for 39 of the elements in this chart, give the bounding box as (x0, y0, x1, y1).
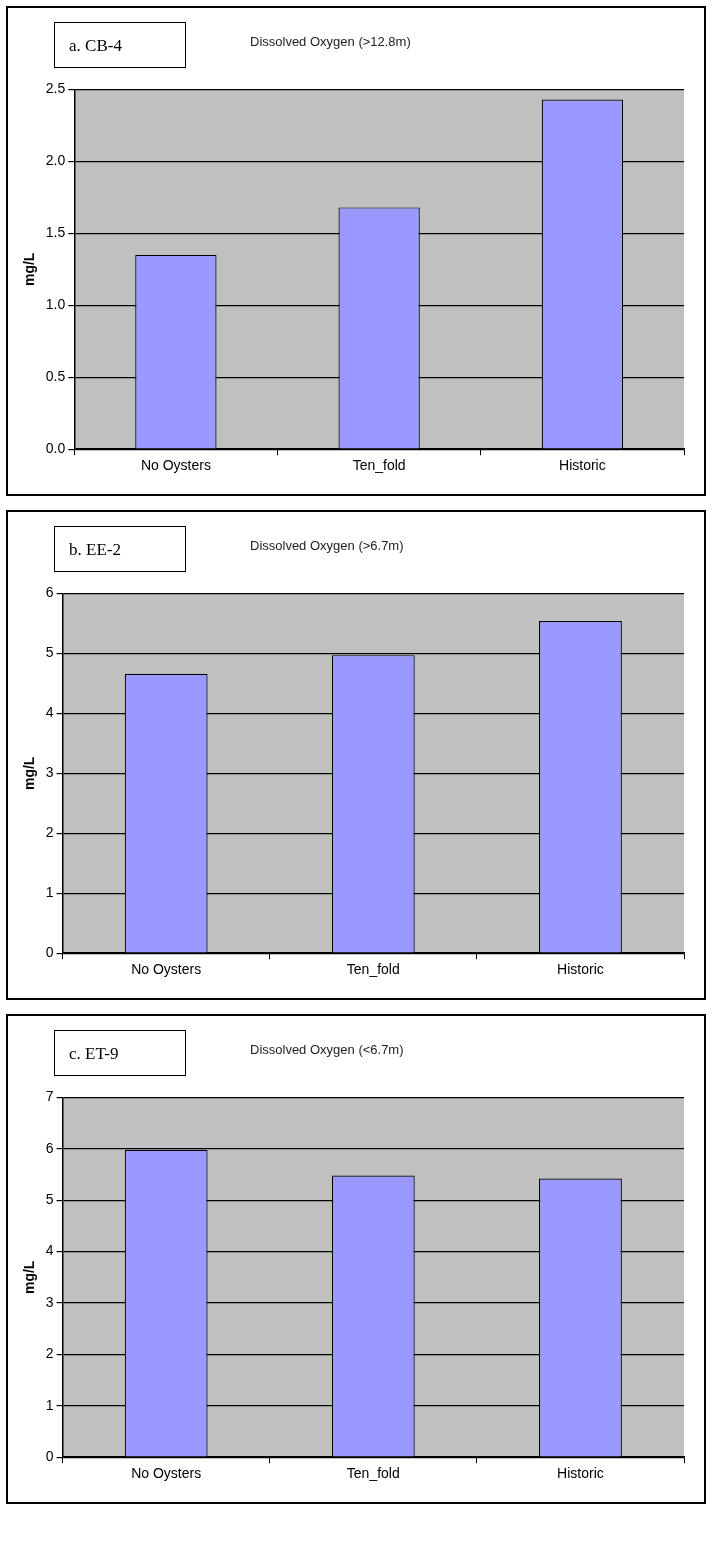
x-tick-label: Ten_fold (346, 1465, 400, 1482)
x-tick-label: Historic (559, 457, 606, 474)
y-tick-label: 0.5 (45, 368, 66, 385)
y-tick-label: 0.0 (45, 440, 66, 457)
x-tick-label: Historic (557, 961, 604, 978)
x-tick-label: Ten_fold (352, 457, 406, 474)
y-tick-label: 1 (45, 1396, 54, 1413)
y-axis-title: mg/L (21, 756, 38, 791)
y-tick-label: 1.0 (45, 296, 66, 313)
chart-title: a. CB-4 (54, 22, 186, 68)
y-tick-label: 0 (45, 944, 54, 961)
chart-subtitle: Dissolved Oxygen (<6.7m) (250, 1042, 404, 1057)
y-tick-label: 5 (45, 644, 54, 661)
x-tick-label: No Oysters (131, 1465, 202, 1482)
y-axis-title: mg/L (21, 252, 38, 287)
y-tick-label: 1 (45, 884, 54, 901)
y-tick-label: 2.0 (45, 152, 66, 169)
y-tick-label: 1.5 (45, 224, 66, 241)
y-tick-label: 6 (45, 1139, 54, 1156)
chart-subtitle: Dissolved Oxygen (>6.7m) (250, 538, 404, 553)
y-tick-label: 6 (45, 584, 54, 601)
x-tick-label: Historic (557, 1465, 604, 1482)
y-tick-label: 2 (45, 1345, 54, 1362)
y-tick-label: 2.5 (45, 80, 66, 97)
chart-subtitle: Dissolved Oxygen (>12.8m) (250, 34, 411, 49)
y-tick-label: 4 (45, 704, 54, 721)
y-tick-label: 3 (45, 764, 54, 781)
y-tick-label: 3 (45, 1293, 54, 1310)
x-tick-label: No Oysters (140, 457, 211, 474)
x-tick-label: No Oysters (131, 961, 202, 978)
x-tick-label: Ten_fold (346, 961, 400, 978)
chart-title: c. ET-9 (54, 1030, 186, 1076)
y-tick-label: 4 (45, 1242, 54, 1259)
y-tick-label: 2 (45, 824, 54, 841)
y-tick-label: 5 (45, 1191, 54, 1208)
y-axis-title: mg/L (21, 1260, 38, 1295)
y-tick-label: 7 (45, 1088, 54, 1105)
chart-title: b. EE-2 (54, 526, 186, 572)
y-tick-label: 0 (45, 1448, 54, 1465)
